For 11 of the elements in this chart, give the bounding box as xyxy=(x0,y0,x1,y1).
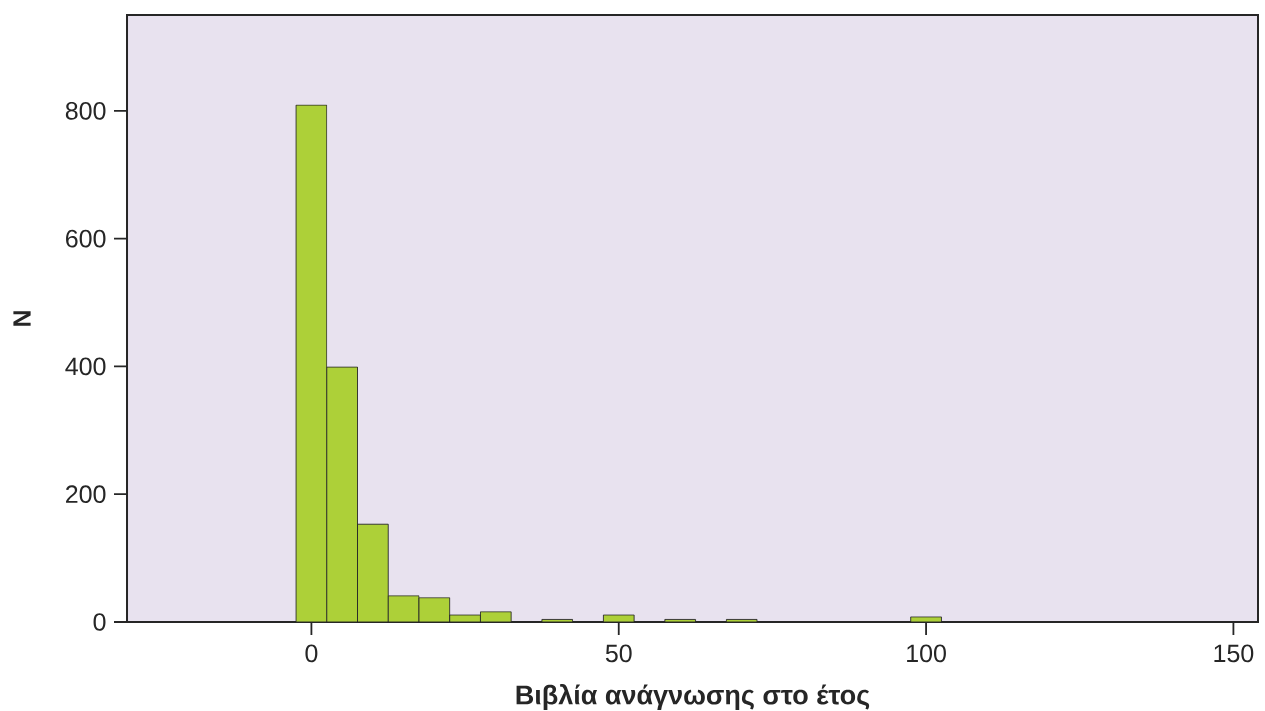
x-tick-label: 50 xyxy=(605,644,632,663)
y-tick-label: 800 xyxy=(65,101,106,120)
x-tick-label: 150 xyxy=(1214,644,1254,663)
y-tick-label: 400 xyxy=(65,357,106,376)
x-axis-title: Βιβλία ανάγνωσης στο έτος xyxy=(516,684,870,710)
y-tick-label: 200 xyxy=(66,485,106,504)
x-tick-label: 100 xyxy=(907,644,946,663)
y-tick-label: 600 xyxy=(66,229,106,248)
y-tick-label: 0 xyxy=(93,613,106,631)
y-axis-title: N xyxy=(13,311,31,326)
x-tick-label: 0 xyxy=(305,644,318,663)
